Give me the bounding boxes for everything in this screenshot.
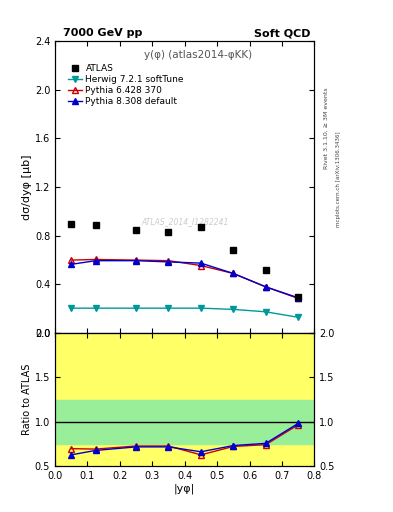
Pythia 8.308 default [231,270,236,276]
Herwig 7.2.1 softTune [93,305,98,311]
Pythia 8.308 default [198,260,203,266]
Line: Herwig 7.2.1 softTune: Herwig 7.2.1 softTune [68,305,301,320]
Legend: ATLAS, Herwig 7.2.1 softTune, Pythia 6.428 370, Pythia 8.308 default: ATLAS, Herwig 7.2.1 softTune, Pythia 6.4… [65,60,187,110]
Pythia 8.308 default [263,284,268,290]
Pythia 8.308 default [134,258,138,264]
Text: ATLAS_2014_I1282241: ATLAS_2014_I1282241 [141,218,228,227]
ATLAS [231,247,236,253]
Pythia 6.428 370 [263,284,268,290]
Pythia 8.308 default [166,259,171,265]
ATLAS [198,224,203,230]
Pythia 6.428 370 [166,258,171,264]
Text: y(φ) (atlas2014-φKK): y(φ) (atlas2014-φKK) [143,50,252,60]
Pythia 6.428 370 [198,263,203,269]
Herwig 7.2.1 softTune [134,305,138,311]
Line: Pythia 8.308 default: Pythia 8.308 default [68,258,301,301]
ATLAS [93,222,98,228]
ATLAS [134,227,138,233]
Line: Pythia 6.428 370: Pythia 6.428 370 [68,257,301,301]
Line: ATLAS: ATLAS [68,220,302,300]
Herwig 7.2.1 softTune [166,305,171,311]
ATLAS [69,221,73,227]
ATLAS [296,293,301,300]
Pythia 6.428 370 [69,257,73,263]
Text: Soft QCD: Soft QCD [254,28,310,38]
ATLAS [166,229,171,235]
Pythia 8.308 default [93,258,98,264]
Pythia 8.308 default [69,261,73,267]
Pythia 6.428 370 [231,270,236,276]
Herwig 7.2.1 softTune [69,305,73,311]
Pythia 8.308 default [296,295,301,301]
Y-axis label: dσ/dyφ [μb]: dσ/dyφ [μb] [22,154,32,220]
Herwig 7.2.1 softTune [263,309,268,315]
Herwig 7.2.1 softTune [296,314,301,321]
Text: Rivet 3.1.10, ≥ 3M events: Rivet 3.1.10, ≥ 3M events [324,87,329,169]
Herwig 7.2.1 softTune [198,305,203,311]
Pythia 6.428 370 [93,257,98,263]
Herwig 7.2.1 softTune [231,306,236,312]
Y-axis label: Ratio to ATLAS: Ratio to ATLAS [22,364,32,435]
Text: mcplots.cern.ch [arXiv:1306.3436]: mcplots.cern.ch [arXiv:1306.3436] [336,132,341,227]
Pythia 6.428 370 [134,257,138,263]
ATLAS [263,267,268,273]
Pythia 6.428 370 [296,295,301,302]
Text: 7000 GeV pp: 7000 GeV pp [63,28,142,38]
X-axis label: |yφ|: |yφ| [174,483,195,494]
